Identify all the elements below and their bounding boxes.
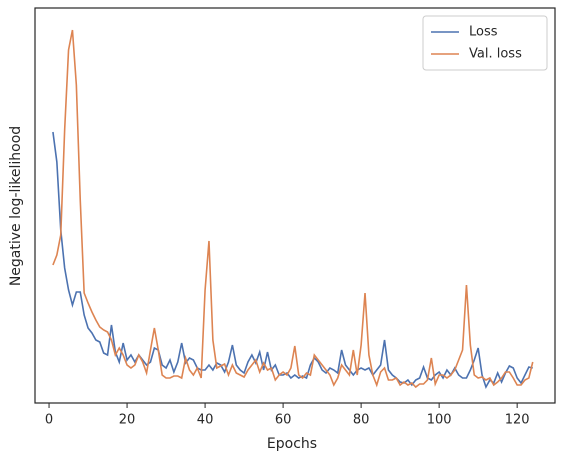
x-tick-label: 120 — [505, 413, 530, 428]
legend-label: Loss — [469, 25, 498, 40]
legend-box — [422, 15, 548, 71]
x-tick-label: 40 — [197, 413, 214, 428]
y-axis-label: Negative log-likelihood — [8, 126, 24, 286]
plot-frame — [34, 7, 556, 404]
x-tick-label: 20 — [119, 413, 136, 428]
x-tick-label: 0 — [45, 413, 53, 428]
x-axis-label: Epochs — [267, 436, 317, 452]
line-series — [52, 131, 533, 389]
x-tick-label: 60 — [275, 413, 292, 428]
line-series — [52, 29, 534, 389]
x-tick-label: 80 — [353, 413, 370, 428]
legend-label: Val. loss — [469, 47, 522, 62]
x-tick-label: 100 — [427, 413, 452, 428]
